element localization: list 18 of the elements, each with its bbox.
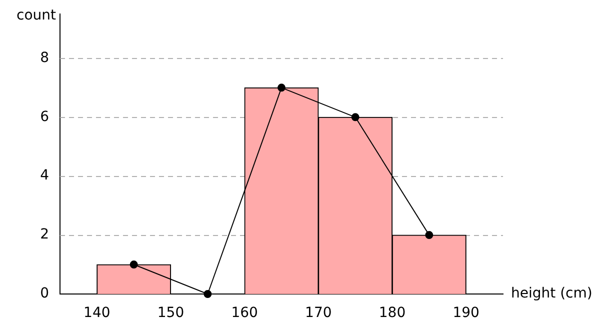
- x-tick-label: 180: [378, 305, 406, 322]
- point: [278, 84, 286, 92]
- x-axis-title: height (cm): [511, 286, 592, 302]
- y-axis-title: count: [16, 8, 57, 24]
- y-tick-label: 2: [40, 226, 49, 243]
- y-tick-label: 4: [40, 168, 50, 184]
- y-tick-label: 8: [40, 50, 49, 66]
- y-tick-label: 6: [40, 108, 50, 125]
- x-tick-label: 140: [84, 305, 110, 322]
- x-tick-label: 190: [452, 305, 480, 322]
- point: [204, 290, 212, 298]
- y-tick-label: 0: [40, 286, 49, 302]
- x-tick-label: 170: [305, 305, 332, 322]
- x-tick-label: 160: [231, 305, 258, 322]
- point: [130, 260, 138, 269]
- point: [351, 113, 360, 122]
- x-tick-label: 150: [157, 305, 184, 322]
- point: [425, 231, 434, 240]
